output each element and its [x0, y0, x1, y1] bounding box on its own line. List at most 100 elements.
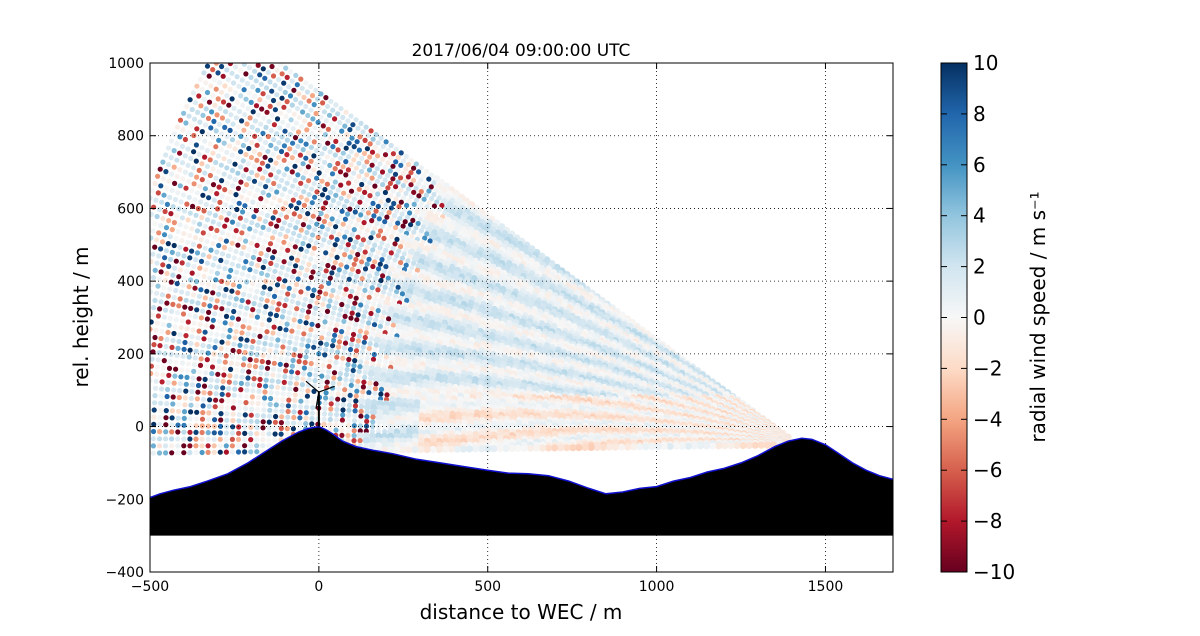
scan-point	[215, 96, 221, 102]
scan-point	[361, 220, 367, 226]
scan-point	[225, 253, 231, 259]
scan-point	[320, 100, 326, 106]
scan-point	[387, 271, 393, 277]
scan-point	[295, 158, 301, 164]
scan-point	[202, 186, 208, 192]
scan-point	[229, 137, 236, 143]
scan-point	[325, 244, 331, 251]
scan-point	[347, 351, 353, 358]
scan-point	[336, 289, 342, 295]
scan-point	[238, 149, 244, 155]
scan-point	[243, 238, 249, 244]
scan-point	[177, 134, 183, 140]
scan-point	[293, 96, 299, 103]
scan-point	[191, 149, 197, 155]
scan-point	[291, 87, 297, 93]
scan-point	[262, 169, 268, 175]
scan-point	[279, 314, 285, 320]
scan-point	[156, 230, 162, 236]
scan-point	[346, 193, 352, 199]
scan-point	[220, 208, 226, 214]
scan-point	[152, 267, 158, 273]
scan-point	[339, 301, 345, 308]
scan-point	[274, 262, 280, 268]
scan-point	[265, 94, 271, 100]
scan-point	[328, 293, 335, 299]
scan-point	[346, 325, 352, 331]
scan-point	[210, 317, 216, 323]
scan-point	[339, 279, 345, 285]
scan-point	[306, 178, 312, 184]
scan-point	[364, 146, 370, 152]
scan-point	[324, 286, 330, 292]
scan-point	[199, 145, 205, 151]
scan-point	[327, 221, 333, 227]
scan-point	[375, 233, 382, 239]
scan-point	[330, 310, 336, 316]
scan-point	[346, 298, 352, 304]
scan-point	[206, 99, 213, 105]
scan-point	[381, 289, 387, 295]
scan-point	[380, 314, 386, 320]
scan-point	[179, 237, 185, 244]
scan-point	[206, 195, 212, 201]
scan-point	[371, 322, 378, 328]
scan-point	[256, 308, 262, 314]
scan-point	[284, 166, 290, 172]
scan-point	[325, 126, 331, 132]
scan-point	[255, 87, 261, 93]
scan-point	[289, 102, 295, 108]
scan-point	[345, 259, 352, 265]
scan-point	[179, 260, 185, 266]
scan-point	[184, 201, 190, 207]
scan-point	[182, 208, 188, 214]
scan-point	[374, 178, 380, 184]
scan-point	[357, 364, 363, 370]
chart-title: 2017/06/04 09:00:00 UTC	[412, 41, 631, 61]
scan-point	[296, 114, 302, 121]
scan-point	[290, 183, 296, 189]
scan-point	[243, 182, 250, 188]
scan-point	[295, 143, 301, 149]
scan-point	[269, 305, 275, 311]
scan-point	[198, 237, 204, 243]
scan-point	[244, 305, 250, 311]
scan-point	[236, 200, 242, 206]
scan-point	[305, 211, 311, 217]
scan-point	[292, 244, 298, 250]
scan-point	[161, 314, 167, 320]
scan-point	[216, 291, 222, 297]
scan-point	[272, 354, 278, 361]
scan-point	[402, 219, 408, 225]
scan-point	[304, 291, 310, 297]
scan-point	[202, 170, 208, 176]
scan-point	[229, 152, 235, 158]
scan-point	[303, 155, 309, 161]
scan-point	[243, 152, 249, 158]
scan-point	[426, 176, 432, 182]
scan-point	[333, 138, 339, 144]
scan-point	[272, 318, 278, 324]
scan-point	[191, 165, 197, 171]
scan-point	[160, 262, 166, 268]
scan-point	[219, 63, 225, 70]
scan-point	[313, 87, 319, 93]
scan-point	[356, 217, 362, 223]
scan-point	[344, 132, 350, 138]
scan-point	[194, 83, 200, 89]
scan-point	[311, 310, 317, 317]
scan-point	[250, 234, 256, 240]
scan-point	[231, 255, 237, 261]
scan-point	[308, 327, 314, 333]
scan-point	[404, 241, 412, 249]
scan-point	[235, 316, 241, 322]
scan-point	[196, 167, 202, 173]
scan-point	[278, 148, 285, 155]
scan-point	[246, 161, 252, 167]
scan-point	[250, 254, 256, 261]
scan-point	[353, 222, 359, 228]
scan-point	[227, 189, 233, 195]
scan-point	[396, 232, 402, 238]
scan-point	[264, 252, 270, 259]
scan-point	[384, 320, 390, 327]
